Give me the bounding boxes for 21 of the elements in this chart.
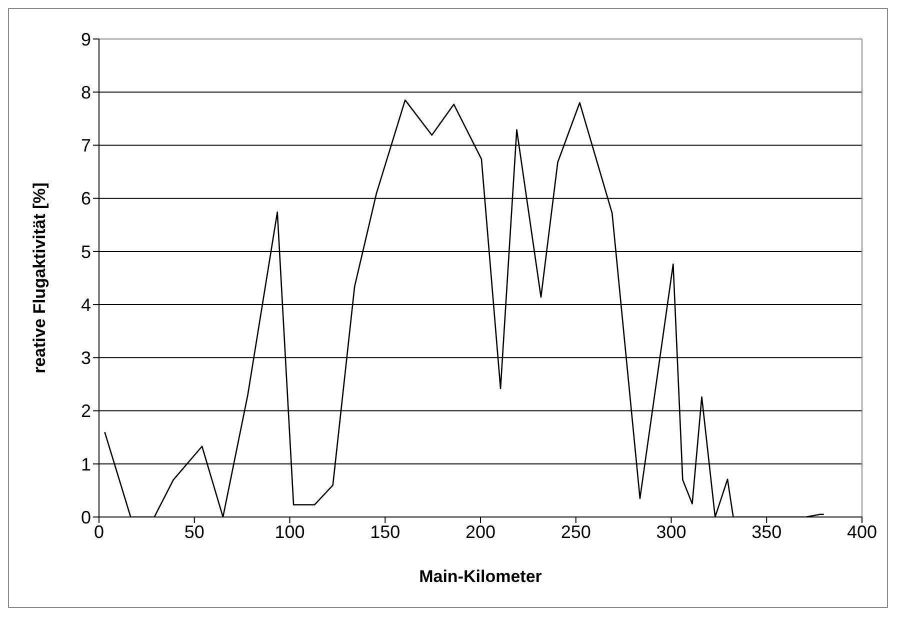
x-tick-label: 300 (656, 522, 686, 542)
y-tick-label: 3 (80, 348, 91, 368)
y-tick-label: 5 (80, 242, 91, 262)
x-tick-label: 400 (846, 522, 878, 542)
y-tick-label: 9 (80, 29, 91, 50)
y-tick-label: 8 (80, 82, 91, 102)
y-tick-label: 1 (80, 454, 91, 474)
y-tick-label: 4 (80, 294, 91, 315)
y-tick-label: 2 (80, 401, 91, 422)
x-tick-label: 350 (752, 522, 782, 542)
x-tick-label: 100 (274, 522, 305, 542)
x-tick-label: 250 (560, 522, 591, 542)
x-axis-title: Main-Kilometer (419, 567, 542, 586)
y-axis-title: reative Flugaktivität [%] (30, 182, 50, 374)
x-tick-label: 0 (94, 522, 104, 542)
y-tick-label: 7 (80, 136, 91, 156)
x-tick-label: 50 (184, 522, 204, 542)
x-tick-label: 200 (465, 522, 496, 542)
y-tick-label: 0 (80, 507, 91, 528)
y-tick-label: 6 (80, 188, 91, 209)
x-tick-label: 150 (370, 522, 400, 542)
